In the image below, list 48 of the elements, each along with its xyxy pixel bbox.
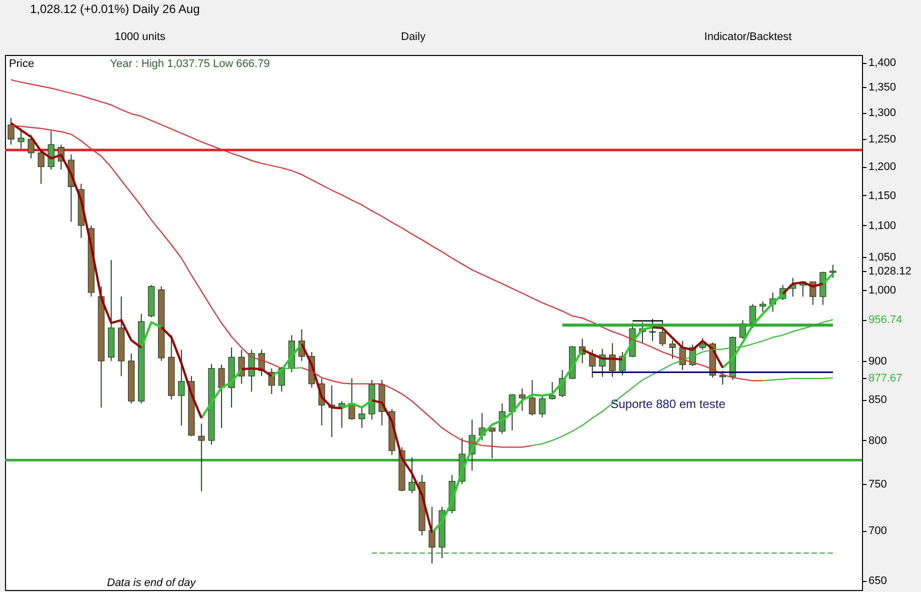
- candlestick: [699, 338, 706, 350]
- annotation: Suporte 880 em teste: [610, 397, 726, 411]
- y-tick-label: 1,100: [868, 220, 896, 232]
- y-tick-label: 750: [868, 478, 887, 490]
- candlestick: [8, 117, 14, 146]
- candlestick: [669, 340, 676, 360]
- candlestick: [649, 318, 656, 342]
- candlestick: [528, 379, 536, 416]
- candlestick: [759, 300, 766, 312]
- y-tick-label: 1,200: [868, 161, 896, 174]
- y-tick-label: 956.74: [868, 314, 902, 326]
- y-tick-label: 1,400: [868, 57, 896, 70]
- chart-subtitle: Year : High 1,037.75 Low 666.79: [110, 58, 270, 70]
- y-tick-label: 1,050: [868, 251, 896, 264]
- text: Indicator/Backtest: [704, 31, 792, 43]
- y-tick-label: 850: [868, 394, 887, 406]
- y-tick-label: 1,350: [868, 82, 896, 94]
- candlestick: [488, 427, 496, 459]
- y-tick-label: 877.67: [868, 372, 902, 384]
- candlestick: [830, 264, 836, 278]
- candlestick: [659, 320, 666, 347]
- y-tick-label: 1,250: [868, 134, 896, 146]
- candlestick: [198, 423, 205, 492]
- y-tick-label: 1,000: [868, 284, 896, 296]
- chart-title: 1,028.12 (+0.01%) Daily 26 Aug: [30, 2, 200, 16]
- candlestick: [538, 395, 546, 418]
- candlestick: [218, 364, 225, 428]
- candlestick: [408, 457, 416, 494]
- y-tick-label: 900: [868, 355, 887, 368]
- candlestick: [518, 388, 526, 412]
- candlestick: [18, 128, 24, 149]
- text: Daily: [401, 31, 426, 43]
- y-tick-label: 1,150: [868, 190, 896, 202]
- y-tick-label: 1,300: [868, 107, 896, 120]
- text: 1000 units: [114, 31, 166, 43]
- line-series: [10, 79, 764, 382]
- candlestick: [428, 506, 436, 564]
- candlestick: [508, 393, 516, 431]
- y-tick-label: 800: [868, 434, 887, 447]
- y-tick-label: 650: [868, 575, 887, 588]
- candlestick: [548, 382, 556, 400]
- y-tick-label: 1,028.12: [868, 266, 912, 278]
- candlestick: [178, 349, 185, 426]
- annotation: Data is end of day: [107, 577, 198, 589]
- annotation: Price: [9, 58, 34, 70]
- candlestick: [28, 134, 34, 159]
- candlestick: [38, 148, 44, 184]
- y-tick-label: 700: [868, 525, 887, 538]
